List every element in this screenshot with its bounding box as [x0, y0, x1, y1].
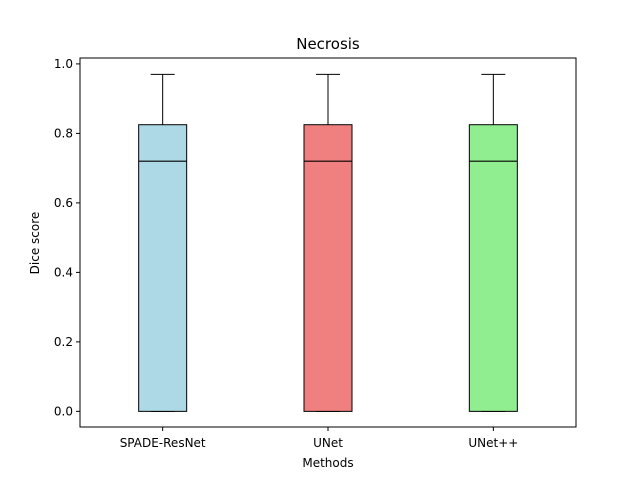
y-tick-label: 0.4 [54, 265, 73, 279]
x-tick-label: UNet [313, 436, 343, 450]
y-tick-label: 0.8 [54, 126, 73, 140]
chart-title: Necrosis [296, 35, 360, 53]
x-tick-label: SPADE-ResNet [120, 436, 206, 450]
box-unet- [468, 73, 518, 412]
box-spade-resnet [138, 73, 188, 412]
box-iqr [303, 124, 353, 412]
x-axis-label: Methods [302, 456, 353, 470]
x-axis: SPADE-ResNet UNet UNet++ [120, 427, 518, 450]
y-tick-label: 1.0 [54, 57, 73, 71]
box-unet [303, 73, 353, 412]
y-tick-label: 0.6 [54, 196, 73, 210]
x-tick-label: UNet++ [468, 436, 518, 450]
plot-frame [79, 57, 577, 428]
box-iqr [468, 124, 518, 412]
y-tick-label: 0.0 [54, 404, 73, 418]
y-tick-label: 0.2 [54, 335, 73, 349]
box-iqr [138, 124, 188, 412]
box-layer [138, 73, 518, 412]
y-axis: 0.0 0.2 0.4 0.6 0.8 1.0 [54, 57, 80, 418]
y-axis-label: Dice score [28, 212, 42, 275]
